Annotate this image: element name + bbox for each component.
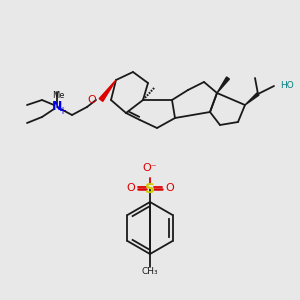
Text: CH₃: CH₃ bbox=[142, 268, 158, 277]
Text: N: N bbox=[52, 100, 62, 113]
Polygon shape bbox=[99, 80, 116, 101]
Text: O: O bbox=[126, 183, 135, 193]
Text: O: O bbox=[87, 95, 96, 105]
Text: +: + bbox=[58, 106, 66, 116]
Polygon shape bbox=[217, 77, 230, 93]
Text: HO: HO bbox=[280, 80, 294, 89]
Text: O⁻: O⁻ bbox=[143, 163, 157, 173]
Text: O: O bbox=[165, 183, 174, 193]
Polygon shape bbox=[245, 93, 259, 105]
Text: Me: Me bbox=[52, 91, 64, 100]
Text: S: S bbox=[145, 182, 155, 196]
